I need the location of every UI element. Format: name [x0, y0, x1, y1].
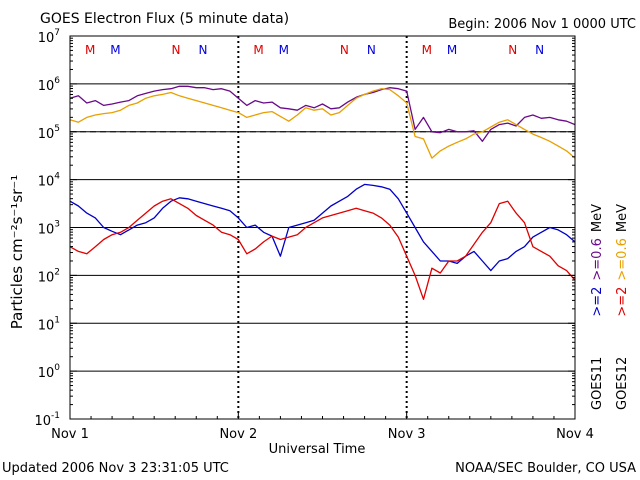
marker-m: M	[85, 43, 95, 57]
x-tick-label: Nov 2	[219, 427, 257, 442]
legend: GOES11>=2>=0.6MeV GOES12>=2>=0.6MeV	[590, 204, 630, 410]
marker-n: N	[367, 43, 376, 57]
series-line-1	[69, 85, 576, 142]
data-series	[69, 85, 576, 300]
legend-goes11: GOES11>=2>=0.6MeV	[590, 204, 605, 410]
marker-n: N	[198, 43, 207, 57]
marker-n: N	[340, 43, 349, 57]
x-tick-label: Nov 3	[388, 427, 426, 442]
updated-timestamp: Updated 2006 Nov 3 23:31:05 UTC	[2, 461, 229, 476]
x-tick-label: Nov 1	[51, 427, 89, 442]
chart-title: GOES Electron Flux (5 minute data)	[40, 11, 289, 27]
marker-n: N	[508, 43, 517, 57]
marker-m: M	[253, 43, 263, 57]
plot-grid	[70, 36, 575, 419]
y-tick-label: 101	[38, 315, 60, 333]
begin-time-label: Begin: 2006 Nov 1 0000 UTC	[448, 17, 636, 32]
credit-label: NOAA/SEC Boulder, CO USA	[455, 461, 636, 476]
marker-m: M	[110, 43, 120, 57]
y-tick-label: 104	[38, 172, 61, 190]
legend-goes12: GOES12>=2>=0.6MeV	[615, 204, 630, 410]
y-tick-label: 103	[38, 220, 60, 238]
y-tick-label: 100	[38, 363, 61, 381]
x-tick-label: Nov 4	[556, 427, 594, 442]
y-tick-label: 102	[38, 267, 60, 285]
marker-m: M	[422, 43, 432, 57]
x-axis-label: Universal Time	[269, 442, 366, 457]
y-tick-label: 106	[38, 76, 61, 94]
series-line-3	[69, 183, 576, 272]
y-tick-label: 105	[38, 124, 60, 142]
y-tick-label: 10-1	[34, 411, 60, 429]
y-axis-label: Particles cm⁻²s⁻¹sr⁻¹	[8, 175, 26, 329]
y-tick-label: 107	[38, 28, 60, 46]
marker-n: N	[172, 43, 181, 57]
marker-n: N	[535, 43, 544, 57]
marker-m: M	[447, 43, 457, 57]
marker-m: M	[279, 43, 289, 57]
series-line-4	[69, 198, 576, 300]
series-line-2	[69, 88, 576, 159]
